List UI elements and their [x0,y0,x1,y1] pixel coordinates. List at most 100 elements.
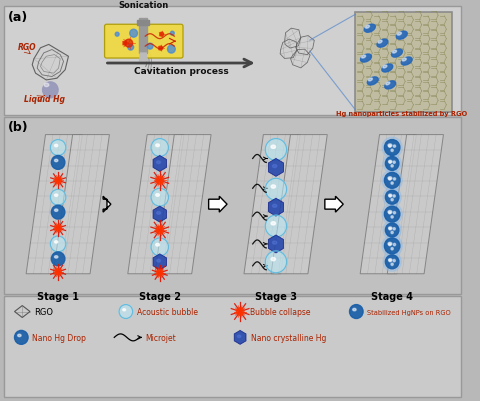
Ellipse shape [243,152,308,257]
Ellipse shape [371,170,414,239]
Circle shape [391,232,393,234]
Circle shape [265,251,287,273]
Polygon shape [139,54,147,62]
Circle shape [51,156,65,170]
Circle shape [389,146,391,148]
Ellipse shape [393,51,396,54]
Polygon shape [128,135,184,274]
Ellipse shape [142,176,178,234]
Ellipse shape [251,164,301,245]
Text: Stage 1: Stage 1 [37,292,79,302]
Ellipse shape [356,147,428,263]
Ellipse shape [153,193,167,216]
Polygon shape [268,235,284,253]
FancyBboxPatch shape [105,25,144,59]
FancyArrow shape [325,197,343,213]
Ellipse shape [240,147,312,263]
Ellipse shape [363,158,421,251]
Ellipse shape [233,135,319,274]
Ellipse shape [378,41,382,44]
Ellipse shape [385,82,396,90]
Ellipse shape [396,32,407,40]
Circle shape [43,83,58,99]
Circle shape [389,178,391,181]
Ellipse shape [386,83,390,86]
Circle shape [382,170,402,191]
Circle shape [391,182,393,185]
Circle shape [382,236,402,257]
Ellipse shape [361,56,366,59]
Ellipse shape [388,161,392,163]
Bar [137,21,149,26]
Circle shape [393,244,396,246]
Ellipse shape [388,199,396,211]
Polygon shape [155,135,211,274]
Ellipse shape [271,258,276,261]
Ellipse shape [236,141,315,268]
Polygon shape [234,330,246,344]
Circle shape [389,162,391,164]
Ellipse shape [352,141,432,268]
Ellipse shape [273,165,277,168]
Text: (a): (a) [8,11,28,24]
Ellipse shape [273,241,277,245]
Ellipse shape [15,135,101,274]
Circle shape [236,308,244,316]
Text: RGO: RGO [34,307,53,316]
Circle shape [265,216,287,237]
Ellipse shape [258,176,294,234]
Circle shape [389,195,391,198]
Circle shape [393,162,396,164]
Ellipse shape [19,141,98,268]
Circle shape [391,216,393,219]
Ellipse shape [44,84,49,87]
Circle shape [50,140,66,156]
Ellipse shape [33,164,84,245]
Circle shape [51,206,65,219]
Circle shape [393,260,396,262]
Ellipse shape [360,152,424,257]
Ellipse shape [127,152,192,257]
Ellipse shape [134,164,185,245]
Ellipse shape [156,162,160,164]
Ellipse shape [156,194,159,197]
Circle shape [385,223,399,237]
Ellipse shape [26,152,91,257]
Circle shape [156,177,164,185]
Circle shape [391,263,393,266]
Text: Nano crystalline Hg: Nano crystalline Hg [251,333,326,342]
Bar [7,123,109,286]
Ellipse shape [272,199,279,211]
Circle shape [151,189,168,207]
Circle shape [382,204,402,225]
Circle shape [393,228,396,231]
Circle shape [349,305,363,319]
Ellipse shape [123,309,126,311]
Circle shape [391,248,393,250]
Ellipse shape [388,177,392,180]
Circle shape [385,191,399,205]
Polygon shape [153,207,167,223]
Ellipse shape [349,135,435,274]
Ellipse shape [381,187,403,222]
Ellipse shape [131,158,189,251]
Ellipse shape [40,176,76,234]
Circle shape [151,139,168,157]
Ellipse shape [273,205,277,208]
Bar [225,123,327,286]
Circle shape [55,178,61,184]
Text: Hg nanoparticles stabilized by RGO: Hg nanoparticles stabilized by RGO [336,110,468,116]
Circle shape [151,238,168,256]
Text: Bubble collapse: Bubble collapse [250,307,310,316]
Ellipse shape [401,58,412,66]
Circle shape [14,330,28,344]
Circle shape [393,146,396,148]
Polygon shape [268,199,284,217]
Ellipse shape [365,26,370,29]
Circle shape [391,150,393,152]
Ellipse shape [382,65,393,73]
Circle shape [391,165,393,168]
Ellipse shape [156,259,160,262]
Ellipse shape [360,55,372,63]
Polygon shape [387,135,444,274]
